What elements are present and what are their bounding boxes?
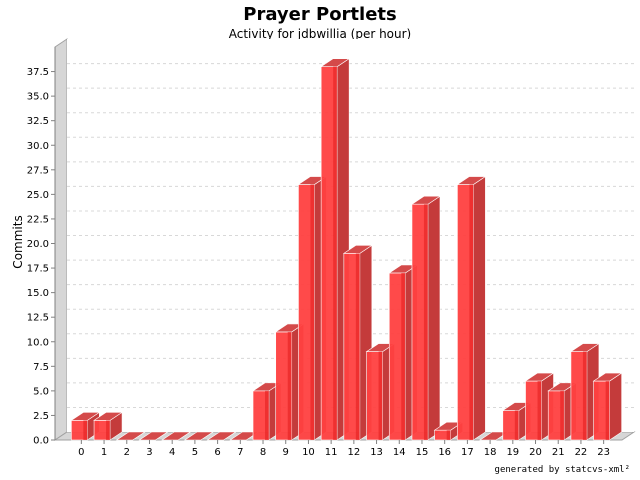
bar-shade bbox=[537, 381, 542, 440]
bar-top bbox=[93, 412, 124, 421]
bar-side bbox=[609, 372, 622, 441]
x-tick-label: 19 bbox=[506, 447, 519, 458]
bar-shade bbox=[582, 351, 587, 440]
bar bbox=[183, 431, 214, 441]
y-tick-label: 5.0 bbox=[33, 386, 49, 397]
bar-shade bbox=[423, 204, 428, 440]
x-tick-label: 18 bbox=[484, 447, 497, 458]
y-tick-label: 12.5 bbox=[27, 313, 49, 324]
y-tick-label: 7.5 bbox=[33, 362, 49, 373]
bar bbox=[456, 175, 487, 441]
bar-top bbox=[320, 58, 351, 67]
x-tick-label: 11 bbox=[325, 447, 338, 458]
bar-top bbox=[206, 431, 237, 441]
bar-top bbox=[592, 372, 623, 382]
y-axis: 0.0 2.5 5.0 7.5 10.0 12.5 15.0 17.5 20.0 22.5 25.0… bbox=[27, 47, 56, 447]
bar-shade bbox=[469, 184, 474, 440]
bar-shade bbox=[106, 420, 111, 440]
x-tick-label: 15 bbox=[416, 447, 429, 458]
x-tick-label: 8 bbox=[260, 447, 266, 458]
x-tick-label: 10 bbox=[302, 447, 315, 458]
bar-shade bbox=[310, 184, 315, 440]
x-tick-label: 9 bbox=[283, 447, 289, 458]
bar bbox=[569, 343, 600, 441]
x-tick-label: 21 bbox=[552, 447, 565, 458]
x-tick-label: 14 bbox=[393, 447, 406, 458]
y-tick-label: 35.0 bbox=[27, 92, 49, 103]
bar bbox=[115, 431, 146, 441]
bar-shade bbox=[446, 430, 451, 440]
bar bbox=[206, 431, 237, 441]
y-tick-label: 30.0 bbox=[27, 141, 49, 152]
y-tick-label: 17.5 bbox=[27, 264, 49, 275]
bar-shade bbox=[401, 272, 406, 440]
x-tick-label: 2 bbox=[124, 447, 130, 458]
chart-title: Prayer Portlets bbox=[243, 4, 397, 25]
x-tick-label: 6 bbox=[214, 447, 220, 458]
bar bbox=[592, 372, 623, 441]
x-tick-label: 3 bbox=[146, 447, 152, 458]
bar-shade bbox=[287, 331, 292, 440]
bar-shade bbox=[355, 253, 360, 440]
bar-top bbox=[569, 343, 600, 352]
bar-side bbox=[473, 175, 486, 441]
y-axis-label: Commits bbox=[11, 215, 25, 268]
x-tick-label: 20 bbox=[529, 447, 542, 458]
x-tick-label: 1 bbox=[101, 447, 107, 458]
footer-credit: generated by statcvs-xml² bbox=[494, 465, 630, 475]
bar bbox=[410, 195, 441, 441]
x-tick-label: 12 bbox=[347, 447, 360, 458]
bar-shade bbox=[333, 66, 338, 441]
x-tick-label: 7 bbox=[237, 447, 243, 458]
y-tick-label: 27.5 bbox=[27, 165, 49, 176]
bar-shade bbox=[378, 351, 383, 440]
x-tick-label: 22 bbox=[575, 447, 588, 458]
bar-shade bbox=[265, 390, 270, 440]
y-tick-label: 15.0 bbox=[27, 288, 49, 299]
y-tick-label: 37.5 bbox=[27, 67, 49, 78]
bar-top bbox=[70, 412, 101, 421]
y-tick-label: 0.0 bbox=[33, 436, 49, 447]
bar-top bbox=[161, 431, 192, 441]
y-tick-label: 25.0 bbox=[27, 190, 49, 201]
x-tick-label: 5 bbox=[192, 447, 198, 458]
y-tick-label: 10.0 bbox=[27, 337, 49, 348]
y-tick-label: 22.5 bbox=[27, 214, 49, 225]
y-tick-label: 2.5 bbox=[33, 411, 49, 422]
bar-shade bbox=[605, 381, 610, 440]
bar-top bbox=[456, 176, 487, 185]
bar-top bbox=[410, 195, 441, 205]
bar-shade bbox=[560, 390, 565, 440]
bar-top bbox=[115, 431, 146, 441]
bar-shade bbox=[514, 410, 519, 440]
bar bbox=[93, 411, 124, 441]
bar-top bbox=[138, 431, 169, 441]
x-tick-label: 0 bbox=[78, 447, 84, 458]
x-axis: 0 1 2 3 4 5 6 7 8 9 10 11 12 13 14 15 16 17 18 19 20 21 22 23 bbox=[78, 440, 610, 458]
x-tick-label: 13 bbox=[370, 447, 383, 458]
x-tick-label: 23 bbox=[597, 447, 610, 458]
bar-top bbox=[183, 431, 214, 441]
x-tick-label: 17 bbox=[461, 447, 474, 458]
bar-shade bbox=[83, 420, 88, 440]
x-tick-label: 4 bbox=[169, 447, 175, 458]
bar-top bbox=[342, 245, 373, 254]
bar bbox=[161, 431, 192, 441]
y-tick-label: 32.5 bbox=[27, 116, 49, 127]
y-tick-label: 20.0 bbox=[27, 239, 49, 250]
x-tick-label: 16 bbox=[438, 447, 451, 458]
bars bbox=[70, 58, 623, 441]
bar-side bbox=[427, 195, 441, 441]
bar bbox=[138, 431, 169, 441]
chart-subtitle: Activity for jdbwillia (per hour) bbox=[228, 27, 412, 41]
bar-top bbox=[524, 372, 555, 382]
bar bbox=[342, 244, 373, 441]
plot-left-wall bbox=[54, 38, 68, 441]
